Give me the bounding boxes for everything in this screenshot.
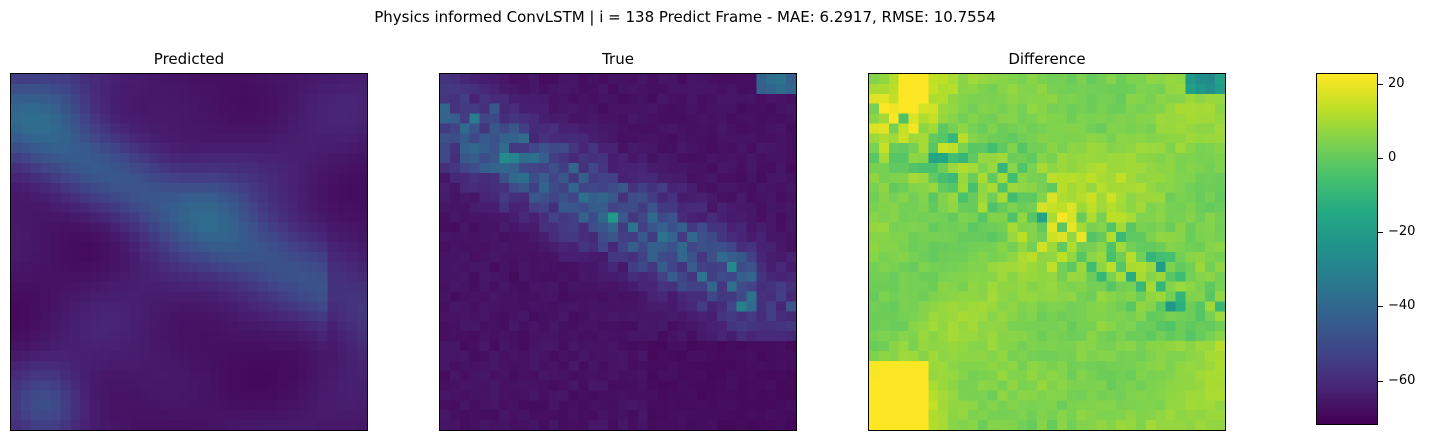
colorbar-tick-label: −60	[1388, 372, 1416, 388]
panel-title-difference: Difference	[1008, 50, 1086, 68]
colorbar	[1316, 73, 1378, 425]
heatmap-predicted	[10, 73, 368, 431]
heatmap-predicted-canvas	[11, 74, 367, 430]
heatmap-true-canvas	[440, 74, 796, 430]
colorbar-tick-label: 0	[1388, 150, 1397, 166]
colorbar-tick	[1378, 306, 1383, 308]
colorbar-tick	[1378, 380, 1383, 382]
heatmap-true	[439, 73, 797, 431]
colorbar-gradient	[1317, 74, 1377, 424]
figure-title: Physics informed ConvLSTM | i = 138 Pred…	[374, 8, 996, 26]
colorbar-tick	[1378, 158, 1383, 160]
colorbar-tick	[1378, 84, 1383, 86]
panel-title-true: True	[602, 50, 634, 68]
heatmap-difference	[868, 73, 1226, 431]
colorbar-tick-label: −40	[1388, 298, 1416, 314]
colorbar-tick-label: 20	[1388, 76, 1405, 92]
colorbar-tick	[1378, 232, 1383, 234]
heatmap-difference-canvas	[869, 74, 1225, 430]
panel-title-predicted: Predicted	[153, 50, 225, 68]
colorbar-tick-label: −20	[1388, 224, 1416, 240]
